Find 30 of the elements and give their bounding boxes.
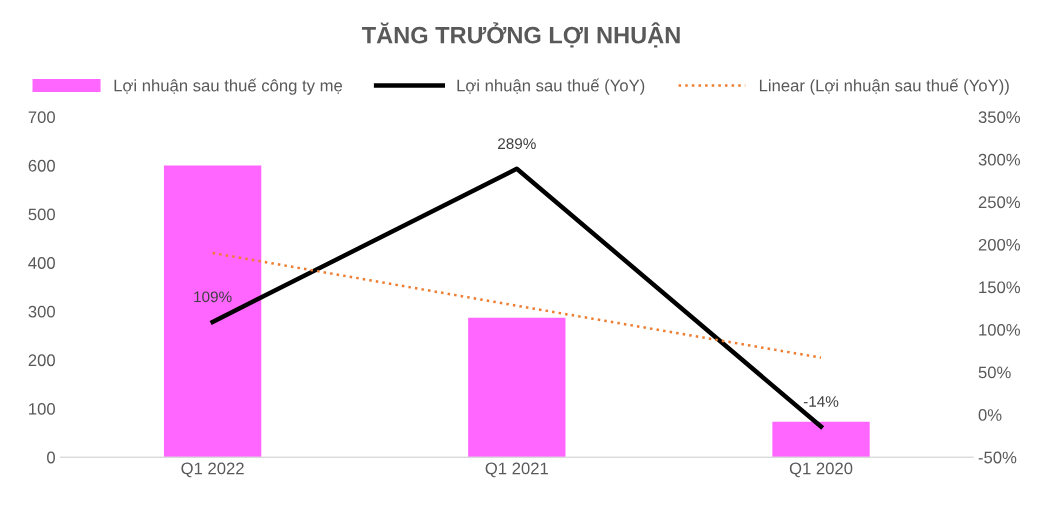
y2-tick-label: 200%	[978, 238, 1021, 251]
chart-title: TĂNG TRƯỞNG LỢI NHUẬN	[361, 22, 680, 48]
y2-tick-label: 150%	[979, 281, 1021, 294]
data-label: 289%	[498, 138, 536, 150]
y2-tick-label: 100%	[979, 323, 1021, 336]
y-tick-label: 0	[47, 451, 55, 464]
y-tick-label: 300	[28, 305, 55, 318]
data-label: -14%	[803, 396, 839, 407]
bar	[468, 317, 566, 458]
y2-tick-label: 50%	[978, 366, 1011, 379]
y-tick-label: 600	[28, 159, 55, 172]
y-tick-label: 200	[28, 354, 55, 367]
x-tick-label: Q1 2022	[181, 462, 244, 478]
x-tick-label: Q1 2021	[485, 462, 548, 478]
legend-label: Lợi nhuận sau thuế (YoY)	[457, 78, 645, 95]
y-tick-label: 100	[29, 402, 55, 415]
y2-tick-label: 0%	[978, 409, 1002, 421]
data-label: 109%	[194, 291, 232, 303]
y-tick-label: 700	[28, 111, 55, 124]
y2-tick-label: -50%	[978, 451, 1017, 464]
y-tick-label: 500	[28, 208, 55, 221]
bar	[163, 165, 262, 458]
y2-tick-label: 350%	[978, 111, 1021, 124]
bar	[772, 421, 870, 458]
y-tick-label: 400	[28, 257, 55, 269]
legend-label: Lợi nhuận sau thuế công ty mẹ	[114, 78, 343, 95]
y2-tick-label: 250%	[978, 196, 1021, 209]
x-tick-label: Q1 2020	[789, 462, 853, 478]
y2-tick-label: 300%	[978, 153, 1021, 166]
legend-label: Linear (Lợi nhuận sau thuế (YoY))	[759, 78, 1009, 95]
